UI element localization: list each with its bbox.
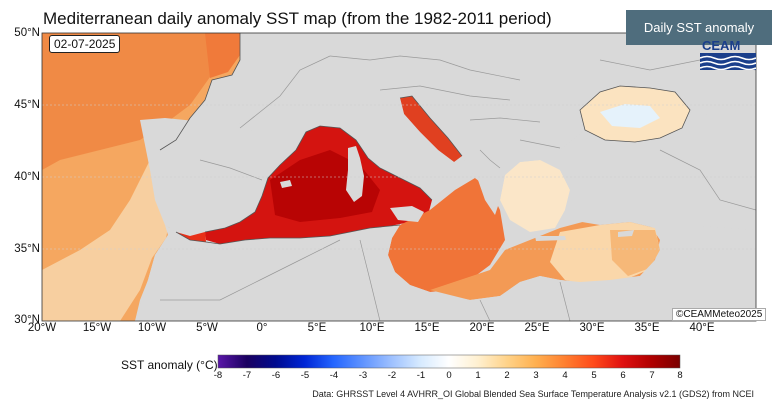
colorbar-tick: -6 xyxy=(271,370,281,381)
sardinia-corsica xyxy=(346,146,364,202)
turkey xyxy=(560,128,756,230)
ukraine-russia xyxy=(520,33,756,120)
lat-label-45n: 45°N xyxy=(14,99,40,111)
colorbar-label: SST anomaly (°C) xyxy=(121,358,218,372)
map-frame xyxy=(41,32,757,322)
graticule xyxy=(42,104,756,250)
colorbar-tick: -4 xyxy=(329,370,339,381)
aegean-sea xyxy=(500,160,570,232)
logo-text: CEAM xyxy=(702,38,740,53)
lon-label-15w: 15°W xyxy=(82,322,112,334)
crete xyxy=(535,236,566,241)
lon-label-35e: 35°E xyxy=(634,322,660,334)
lat-label-40n: 40°N xyxy=(14,171,40,183)
adriatic-sea xyxy=(400,96,462,162)
colorbar-tick: -1 xyxy=(416,370,426,381)
lon-label-15e: 15°E xyxy=(414,322,440,334)
lon-label-25e: 25°E xyxy=(524,322,550,334)
black-sea-cool xyxy=(600,104,660,128)
france-italy xyxy=(232,33,520,200)
bay-biscay xyxy=(205,33,240,78)
ceam-logo: CEAM xyxy=(699,38,757,71)
ionian-sea xyxy=(388,178,505,292)
balearics xyxy=(280,180,292,188)
lon-label-10w: 10°W xyxy=(137,322,167,334)
date-label: 02-07-2025 xyxy=(49,35,121,53)
lat-label-50n: 50°N xyxy=(14,27,40,39)
colorbar-tick: 2 xyxy=(504,370,510,381)
colorbar-tick: -3 xyxy=(358,370,368,381)
colorbar xyxy=(217,354,681,369)
sicily xyxy=(390,206,424,222)
data-source-note: Data: GHRSST Level 4 AVHRR_OI Global Ble… xyxy=(312,389,754,399)
lat-label-35n: 35°N xyxy=(14,243,40,255)
balkans-greece xyxy=(462,110,585,215)
lon-label-5w: 5°W xyxy=(196,322,218,334)
lon-label-30e: 30°E xyxy=(579,322,605,334)
lon-label-20e: 20°E xyxy=(469,322,495,334)
colorbar-tick: 1 xyxy=(475,370,481,381)
atlantic-cool-coast xyxy=(42,160,170,321)
colorbar-tick: -7 xyxy=(242,370,252,381)
credit-label: ©CEAMMeteo2025 xyxy=(672,308,767,321)
lat-label-30n: 30°N xyxy=(14,314,40,326)
colorbar-tick: 0 xyxy=(446,370,452,381)
levant-coast-warm xyxy=(610,230,660,276)
lon-label-5e: 5°E xyxy=(307,322,327,334)
colorbar-tick: 5 xyxy=(591,370,597,381)
lon-label-40e: 40°E xyxy=(689,322,715,334)
daily-sst-anomaly-tab[interactable]: Daily SST anomaly xyxy=(626,10,772,45)
lon-label-10e: 10°E xyxy=(359,322,385,334)
colorbar-tick: 6 xyxy=(620,370,626,381)
coastlines xyxy=(159,33,691,245)
colorbar-tick: 3 xyxy=(533,370,539,381)
cyprus xyxy=(618,230,634,237)
atlantic-warm-north xyxy=(42,33,220,170)
lon-label-20w: 20°W xyxy=(27,322,57,334)
colorbar-tick: 8 xyxy=(677,370,683,381)
colorbar-tick: 4 xyxy=(562,370,568,381)
colorbar-tick: 7 xyxy=(649,370,655,381)
page-title: Mediterranean daily anomaly SST map (fro… xyxy=(43,9,552,28)
colorbar-tick: -8 xyxy=(213,370,223,381)
lon-label-0: 0° xyxy=(256,322,268,334)
colorbar-tick: -5 xyxy=(300,370,310,381)
colorbar-tick: -2 xyxy=(387,370,397,381)
